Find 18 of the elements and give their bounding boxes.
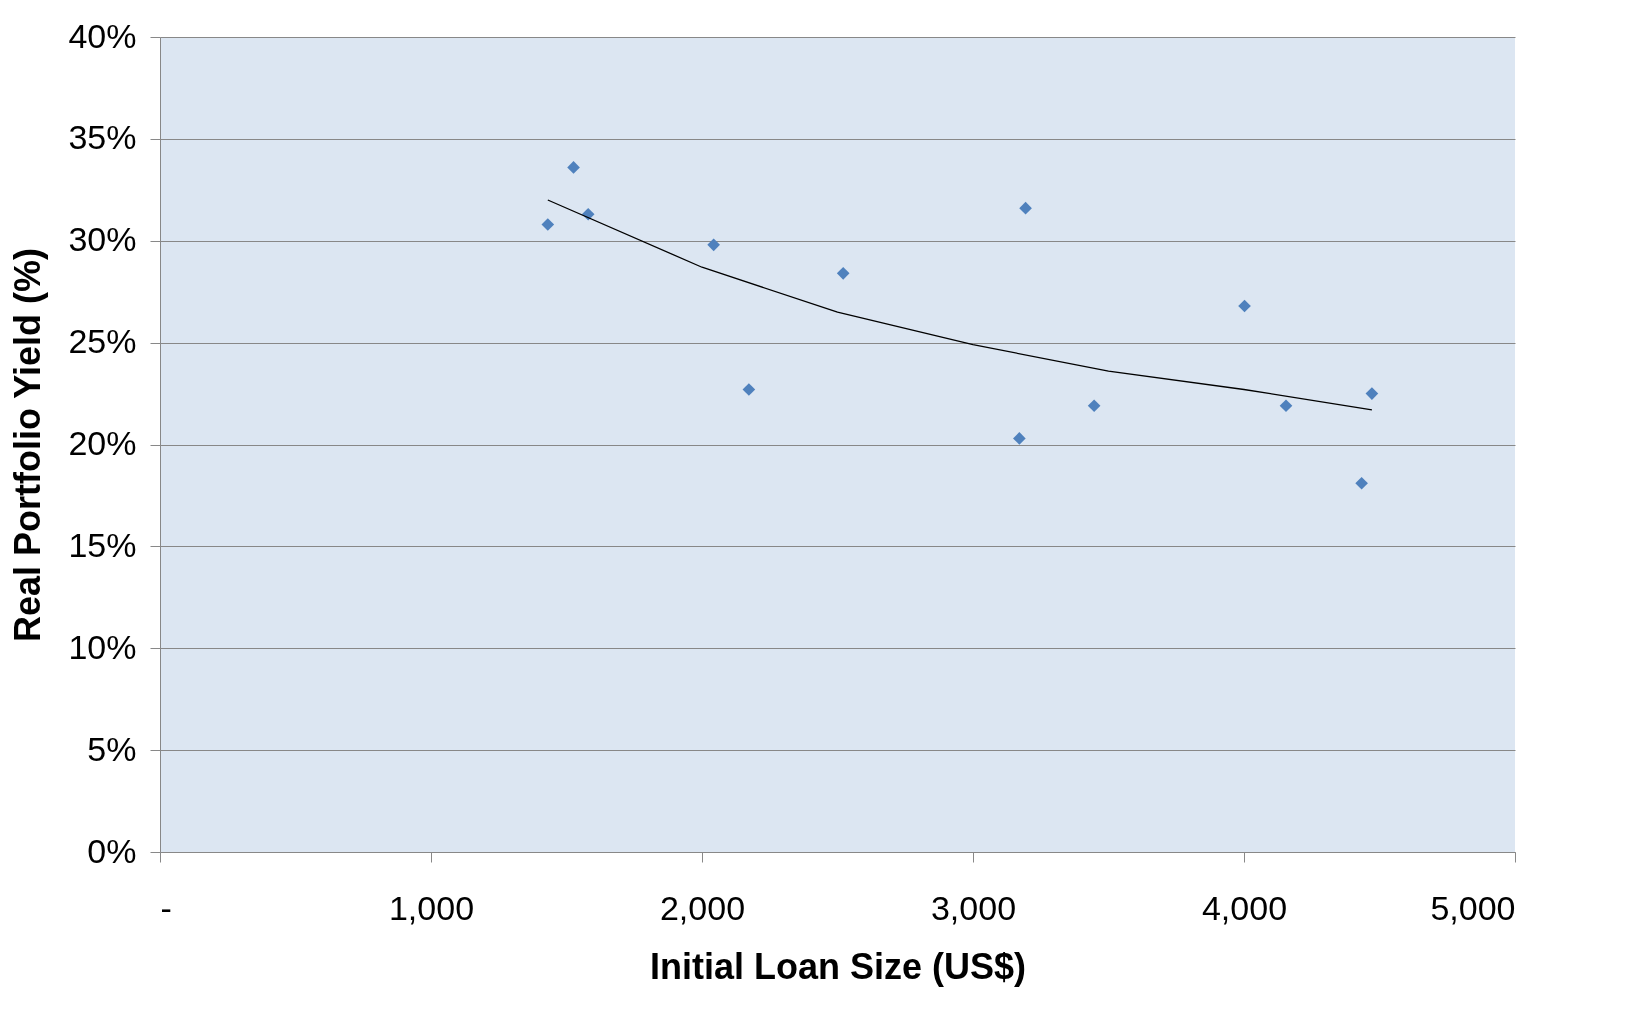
- x-tick-label: 1,000: [388, 888, 475, 927]
- y-tick-label: 35%: [68, 118, 137, 157]
- line-series: [547, 199, 1373, 411]
- y-tick-label: 40%: [68, 16, 137, 55]
- y-tick-label: 25%: [68, 322, 137, 361]
- x-tick-label: 2,000: [659, 888, 746, 927]
- x-axis-title: Initial Loan Size (US$): [649, 945, 1027, 987]
- y-tick-label: 10%: [68, 627, 137, 666]
- y-tick-label: 5%: [87, 729, 137, 768]
- x-tick-label: 3,000: [930, 888, 1017, 927]
- y-tick-label: 15%: [68, 525, 137, 564]
- x-tick-label: 5,000: [1430, 888, 1516, 927]
- y-tick-label: 20%: [68, 424, 137, 462]
- x-tick-label: -: [160, 888, 172, 927]
- y-tick-label: 30%: [68, 220, 137, 259]
- y-tick-label: 0%: [87, 831, 137, 870]
- x-tick-label: 4,000: [1201, 888, 1288, 927]
- y-axis-title: Real Portfolio Yield (%): [7, 247, 49, 643]
